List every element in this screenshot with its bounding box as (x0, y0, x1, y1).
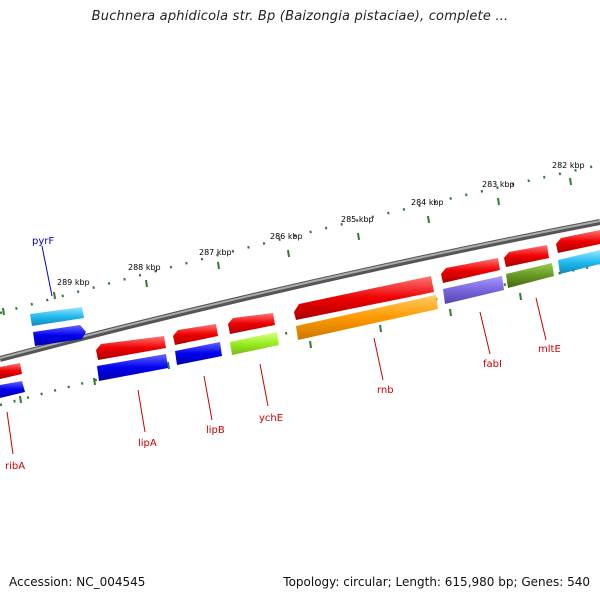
gene-label-lipa: lipA (138, 438, 157, 449)
tick-label-288: 288 kbp (128, 263, 161, 272)
leader-lipa (137, 389, 146, 433)
leader-yche (259, 363, 269, 407)
gene-label-yche: ychE (259, 413, 283, 424)
feature-yche-top[interactable] (228, 313, 275, 334)
leader-mlte (535, 297, 547, 341)
feature-right-top[interactable] (556, 230, 600, 253)
tick-label-286: 286 kbp (270, 232, 303, 241)
feature-lipa-top[interactable] (96, 336, 166, 360)
feature-lipb-top[interactable] (173, 324, 218, 345)
feature-pyrf[interactable] (30, 307, 84, 326)
tick-label-287: 287 kbp (199, 248, 232, 257)
leader-pyrf (41, 245, 53, 297)
gene-label-lipb: lipB (206, 425, 225, 436)
gene-label-mlte: mltE (538, 344, 561, 355)
feature-fabi-top[interactable] (441, 258, 500, 283)
accession-text: Accession: NC_004545 (9, 575, 146, 589)
tick-label-284: 284 kbp (411, 198, 444, 207)
feature-riba[interactable] (0, 381, 25, 398)
feature-mlte[interactable] (506, 263, 554, 288)
gene-label-pyrf: pyrF (32, 236, 54, 247)
feature-lipa[interactable] (97, 354, 168, 381)
feature-lipb[interactable] (175, 342, 222, 365)
topology-summary: Topology: circular; Length: 615,980 bp; … (283, 575, 590, 589)
gene-labels: pyrF ribA lipA lipB ychE rnb fabI mltE (5, 236, 561, 472)
inner-major-ticks (19, 292, 522, 404)
tick-label-282: 282 kbp (552, 161, 585, 170)
feature-mlte-top[interactable] (504, 245, 549, 267)
leader-fabi (479, 311, 491, 355)
gene-label-rnb: rnb (377, 385, 394, 396)
feature-rnb-top[interactable] (294, 276, 434, 320)
tick-label-283: 283 kbp (482, 180, 515, 189)
tick-label-289: 289 kbp (57, 278, 90, 287)
gene-label-riba: ribA (5, 461, 25, 472)
feature-fabi[interactable] (443, 276, 504, 304)
feature-right-bottom[interactable] (558, 250, 600, 274)
leader-riba (6, 411, 14, 455)
map-title: Buchnera aphidicola str. Bp (Baizongia p… (91, 9, 509, 24)
label-leaders (6, 245, 547, 455)
feature-rnb[interactable] (296, 295, 438, 340)
features (0, 230, 600, 398)
feature-pyrf-2[interactable] (33, 325, 86, 346)
feature-yche[interactable] (230, 332, 279, 355)
gene-label-fabi: fabI (483, 359, 502, 370)
tick-label-285: 285 kbp (341, 215, 374, 224)
leader-rnb (373, 337, 384, 381)
feature-left-top[interactable] (0, 363, 22, 379)
tick-labels: 289 kbp 288 kbp 287 kbp 286 kbp 285 kbp … (57, 161, 585, 287)
leader-lipb (203, 375, 213, 421)
major-ticks (2, 177, 572, 316)
backbone (0, 219, 600, 362)
